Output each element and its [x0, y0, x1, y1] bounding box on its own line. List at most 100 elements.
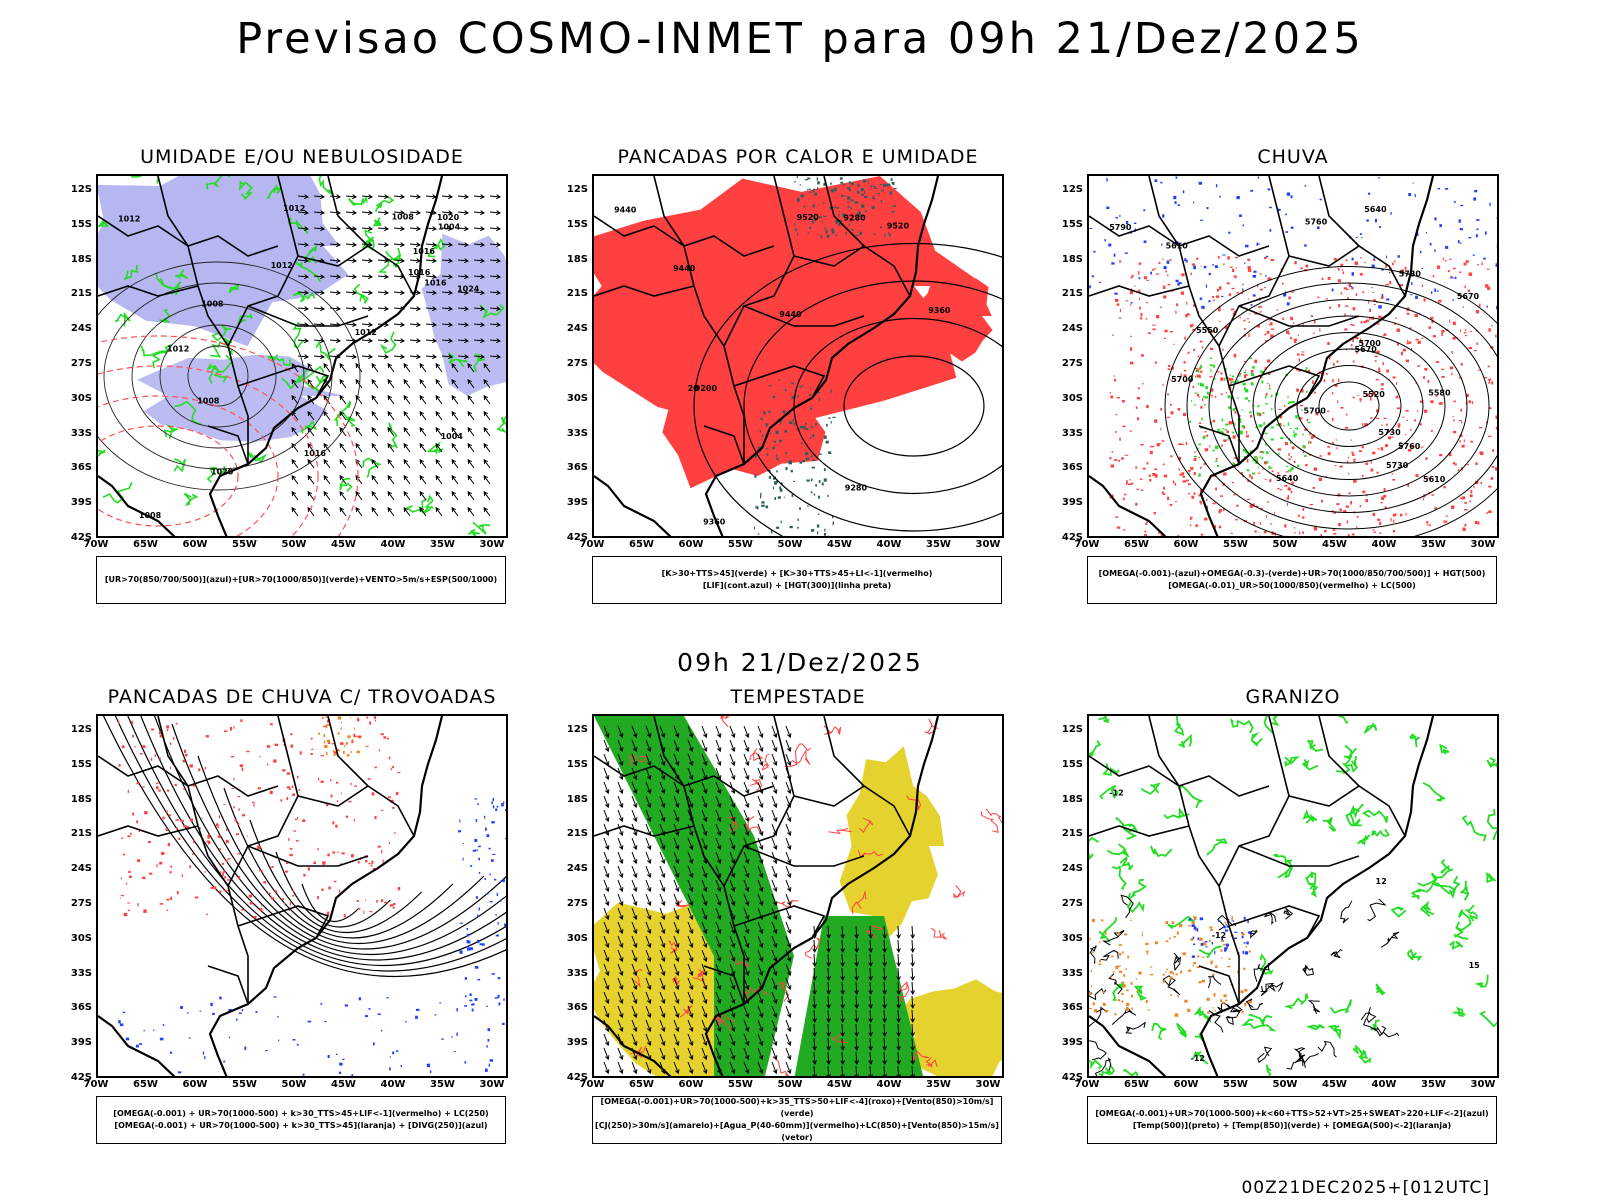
speckle — [1484, 377, 1488, 379]
speckle — [824, 528, 826, 532]
speckle — [350, 783, 352, 785]
legend-box: [OMEGA(-0.001)-(azul)+OMEGA(-0.3)-(verde… — [1087, 556, 1497, 604]
wind-vector — [896, 981, 901, 996]
speckle — [1183, 361, 1186, 364]
speckle — [1391, 473, 1394, 475]
speckle — [327, 853, 330, 857]
wind-vector — [868, 925, 873, 940]
speckle — [289, 847, 293, 850]
speckle — [1399, 442, 1402, 444]
speckle — [341, 792, 342, 795]
wind-vector — [701, 837, 708, 851]
speckle — [1092, 918, 1095, 923]
contour-line — [1094, 1057, 1112, 1076]
speckle — [1231, 287, 1235, 290]
speckle — [199, 1010, 202, 1012]
speckle — [1228, 231, 1231, 234]
wind-vector — [355, 475, 363, 485]
wind-vector — [403, 363, 411, 373]
wind-vector — [771, 893, 778, 907]
wind-vector — [435, 395, 443, 405]
contour-line — [426, 238, 446, 258]
speckle — [1092, 1002, 1095, 1006]
contour-line — [1302, 808, 1318, 824]
speckle — [768, 410, 771, 413]
speckle — [1259, 535, 1262, 536]
speckle — [297, 816, 298, 819]
speckle — [1130, 276, 1133, 279]
wind-vector — [403, 395, 411, 405]
speckle — [1286, 192, 1291, 196]
speckle — [1263, 421, 1265, 425]
speckle — [1239, 430, 1243, 434]
speckle — [1472, 254, 1476, 256]
speckle — [1262, 468, 1264, 470]
speckle — [1430, 316, 1434, 320]
speckle — [1269, 384, 1271, 388]
speckle — [162, 1024, 165, 1026]
contour-line — [1380, 931, 1400, 948]
wind-vector — [603, 963, 610, 977]
contour-label: 1008 — [139, 511, 162, 520]
speckle — [1210, 347, 1214, 350]
lat-tick-label: 21S — [70, 828, 92, 840]
speckle — [1377, 371, 1381, 373]
speckle — [1327, 410, 1330, 412]
wind-vector — [489, 274, 502, 280]
speckle — [1194, 375, 1197, 378]
wind-vector — [743, 907, 750, 921]
speckle — [1321, 499, 1323, 503]
speckle — [1404, 266, 1407, 270]
coastline — [98, 716, 444, 1076]
wind-vector — [603, 907, 610, 921]
speckle — [278, 1039, 280, 1042]
country-border — [227, 716, 299, 887]
speckle — [326, 724, 330, 726]
speckle — [867, 180, 869, 183]
speckle — [1090, 970, 1093, 972]
wind-vector — [645, 963, 652, 977]
wind-vector — [868, 1051, 873, 1066]
speckle — [494, 997, 499, 999]
speckle — [177, 1071, 182, 1074]
contour-line — [1375, 983, 1386, 996]
speckle — [166, 729, 169, 732]
speckle — [1288, 332, 1290, 335]
speckle — [1477, 521, 1480, 525]
speckle — [1111, 451, 1114, 453]
speckle — [1146, 462, 1149, 465]
wind-vector — [645, 935, 652, 949]
speckle — [1133, 222, 1137, 224]
speckle — [1126, 989, 1129, 992]
speckle — [237, 796, 241, 798]
speckle — [322, 861, 326, 865]
contour-line — [717, 1015, 732, 1031]
speckle — [1217, 538, 1219, 539]
speckle — [1165, 921, 1169, 925]
wind-vector — [687, 907, 694, 921]
speckle — [1352, 396, 1355, 399]
speckle — [1201, 417, 1203, 421]
country-border — [1228, 365, 1321, 399]
contour-label: 1012 — [355, 328, 377, 337]
wind-vector — [451, 363, 459, 373]
wind-vector — [854, 995, 859, 1010]
speckle — [761, 434, 763, 438]
speckle — [831, 230, 835, 234]
speckle — [1209, 926, 1213, 929]
wind-vector — [757, 739, 764, 753]
speckle — [156, 782, 159, 785]
speckle — [1420, 446, 1424, 448]
speckle — [1449, 319, 1451, 323]
lat-tick-label: 27S — [70, 898, 92, 909]
speckle — [1224, 428, 1227, 431]
contour-label: 1016 — [304, 449, 327, 458]
speckle — [811, 529, 815, 532]
speckle — [156, 786, 159, 790]
speckle — [1332, 379, 1334, 383]
speckle — [464, 1061, 467, 1064]
legend-box: [OMEGA(-0.001)+UR>70(1000-500)+k<60+TTS>… — [1087, 1096, 1497, 1144]
wind-vector — [387, 459, 395, 469]
contour-line — [292, 291, 316, 303]
speckle — [1341, 269, 1343, 271]
